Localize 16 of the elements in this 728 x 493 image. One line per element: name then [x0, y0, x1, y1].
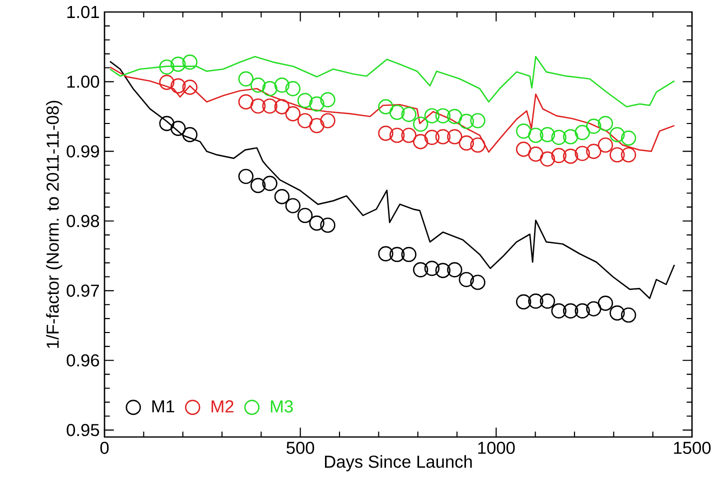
y-tick-label: 1.01 — [67, 6, 99, 18]
y-tick-label: 0.98 — [66, 214, 100, 228]
y-tick-label: 0.99 — [66, 145, 99, 158]
y-tick-label: 1.00 — [67, 76, 100, 88]
legend-label: M2 — [212, 400, 234, 412]
x-axis-title: Days Since Launch — [325, 455, 472, 472]
y-axis-title: 1/F-factor (Norm. to 2011-11-08) — [46, 100, 62, 348]
y-tick-label: 0.95 — [66, 424, 100, 436]
x-tick-label: 0 — [100, 442, 109, 454]
legend-label: M1 — [152, 400, 174, 412]
x-tick-label: 1500 — [674, 442, 711, 454]
legend-label: M3 — [270, 400, 293, 413]
y-tick-label: 0.96 — [66, 354, 100, 366]
x-tick-label: 1000 — [478, 442, 515, 454]
x-tick-label: 500 — [286, 442, 314, 454]
y-tick-label: 0.97 — [66, 284, 99, 297]
